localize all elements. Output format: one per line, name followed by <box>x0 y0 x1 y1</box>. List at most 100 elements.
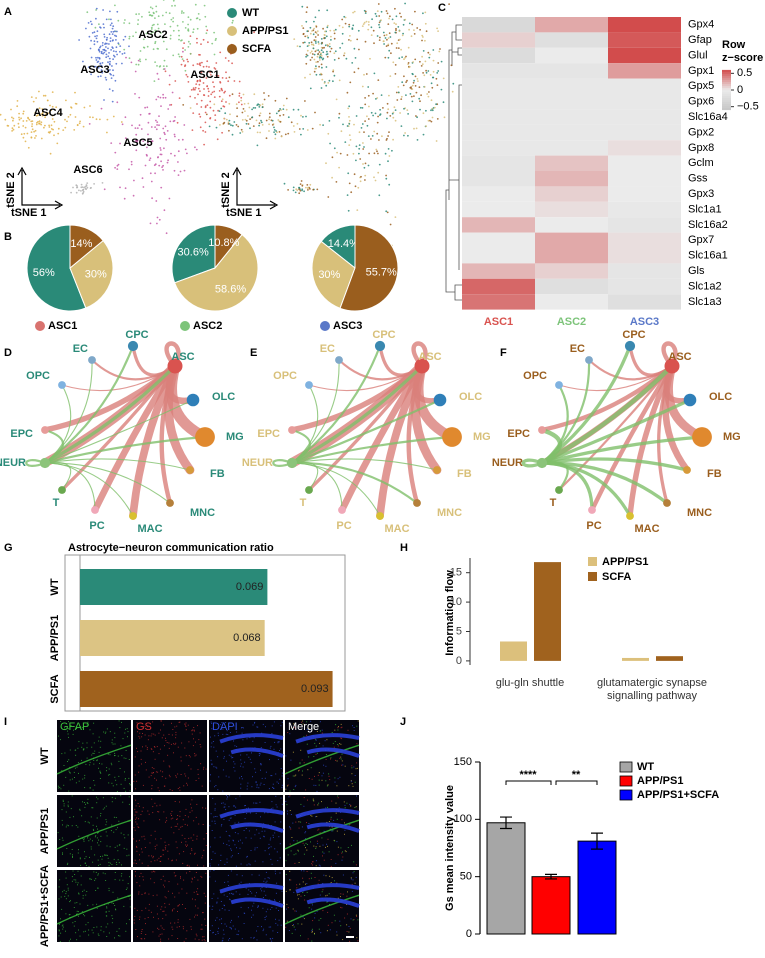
micrograph-speck <box>138 735 140 737</box>
node-label: CPC <box>622 329 645 341</box>
tsne-point <box>220 107 223 110</box>
micrograph-speck <box>142 807 144 809</box>
micrograph-speck <box>102 797 104 799</box>
tsne-point <box>424 11 427 14</box>
heatmap-cell <box>535 263 608 279</box>
micrograph-speck <box>65 893 67 895</box>
micrograph-speck <box>115 779 117 781</box>
micrograph-speck <box>112 891 114 893</box>
micrograph-speck <box>98 751 100 753</box>
panel-letter: A <box>4 6 12 18</box>
row-label: Gpx7 <box>688 234 714 246</box>
tsne-point <box>149 172 152 175</box>
tsne-point <box>335 98 338 101</box>
micrograph-speck <box>100 813 102 814</box>
tsne-point <box>22 112 25 115</box>
tsne-point <box>238 80 241 83</box>
micrograph-speck <box>342 939 344 941</box>
micrograph-speck <box>346 895 348 897</box>
micrograph-speck <box>311 778 313 780</box>
tsne-point <box>111 39 114 42</box>
tsne-point <box>330 47 333 50</box>
micrograph-speck <box>339 776 341 778</box>
tsne-point <box>164 133 166 136</box>
micrograph-speck <box>176 725 178 727</box>
tsne-point <box>321 66 323 69</box>
tsne-point <box>367 164 370 167</box>
tsne-point <box>34 129 37 132</box>
pie-slice <box>173 233 259 312</box>
micrograph-speck <box>105 819 107 821</box>
micrograph-speck <box>74 902 76 904</box>
micrograph-speck <box>292 751 294 753</box>
micrograph-speck <box>122 879 124 881</box>
micrograph-speck <box>268 843 270 845</box>
micrograph-speck <box>154 848 156 850</box>
micrograph-speck <box>236 746 238 748</box>
tsne-point <box>402 23 405 26</box>
tsne-point <box>373 130 376 133</box>
micrograph-speck <box>79 858 81 860</box>
tsne-point <box>0 113 2 116</box>
tsne-point <box>393 106 396 109</box>
micrograph-speck <box>287 813 288 815</box>
micrograph-speck <box>137 803 139 804</box>
tsne-point <box>389 115 392 117</box>
micrograph-speck <box>277 741 279 743</box>
tsne-point <box>284 133 287 136</box>
micrograph-speck <box>256 802 258 804</box>
micrograph-speck <box>96 907 98 909</box>
tsne-point <box>344 16 347 19</box>
micrograph-speck <box>252 914 254 916</box>
micrograph-speck <box>147 917 149 918</box>
micrograph-speck <box>263 890 265 892</box>
tsne-point <box>317 60 319 63</box>
tsne-point <box>50 124 53 127</box>
micrograph-speck <box>121 864 122 866</box>
tsne-point <box>135 31 137 34</box>
tsne-point <box>62 129 65 132</box>
tsne-point <box>376 35 379 37</box>
tsne-point <box>348 25 351 28</box>
micrograph-speck <box>84 787 86 789</box>
tsne-point <box>287 116 290 119</box>
tsne-point <box>100 70 103 72</box>
micrograph-speck <box>106 767 108 769</box>
micrograph-speck <box>255 771 257 773</box>
heatmap-cell <box>462 217 535 233</box>
micrograph-speck <box>63 889 65 891</box>
tsne-point <box>196 41 198 44</box>
micrograph-speck <box>185 729 187 731</box>
column-label: ASC2 <box>557 316 586 328</box>
panel-letter: C <box>438 2 446 14</box>
micrograph-speck <box>268 853 270 855</box>
micrograph-speck <box>281 787 283 789</box>
tsne-point <box>315 49 318 52</box>
micrograph-speck <box>184 815 186 816</box>
row-label: Gpx6 <box>688 96 714 108</box>
tsne-point <box>213 53 216 56</box>
tsne-point <box>400 95 403 98</box>
tsne-point <box>102 48 105 51</box>
micrograph-speck <box>60 918 61 920</box>
micrograph-speck <box>68 728 70 730</box>
tsne-point <box>213 31 216 34</box>
micrograph-speck <box>100 815 101 817</box>
micrograph-speck <box>184 723 186 725</box>
micrograph-speck <box>157 787 159 789</box>
micrograph-speck <box>313 855 314 857</box>
tsne-point <box>402 84 405 87</box>
row-label: Gss <box>688 173 708 185</box>
heatmap-cell <box>462 78 535 94</box>
tsne-point <box>282 108 285 110</box>
micrograph-speck <box>167 858 169 860</box>
micrograph-speck <box>237 853 239 854</box>
tsne-point <box>327 132 330 135</box>
tsne-point <box>189 35 192 37</box>
micrograph-speck <box>134 907 136 909</box>
tsne-point <box>385 33 388 36</box>
tsne-point <box>436 84 439 86</box>
micrograph-speck <box>129 783 130 785</box>
heatmap-cell <box>535 17 608 33</box>
micrograph-speck <box>83 838 85 840</box>
